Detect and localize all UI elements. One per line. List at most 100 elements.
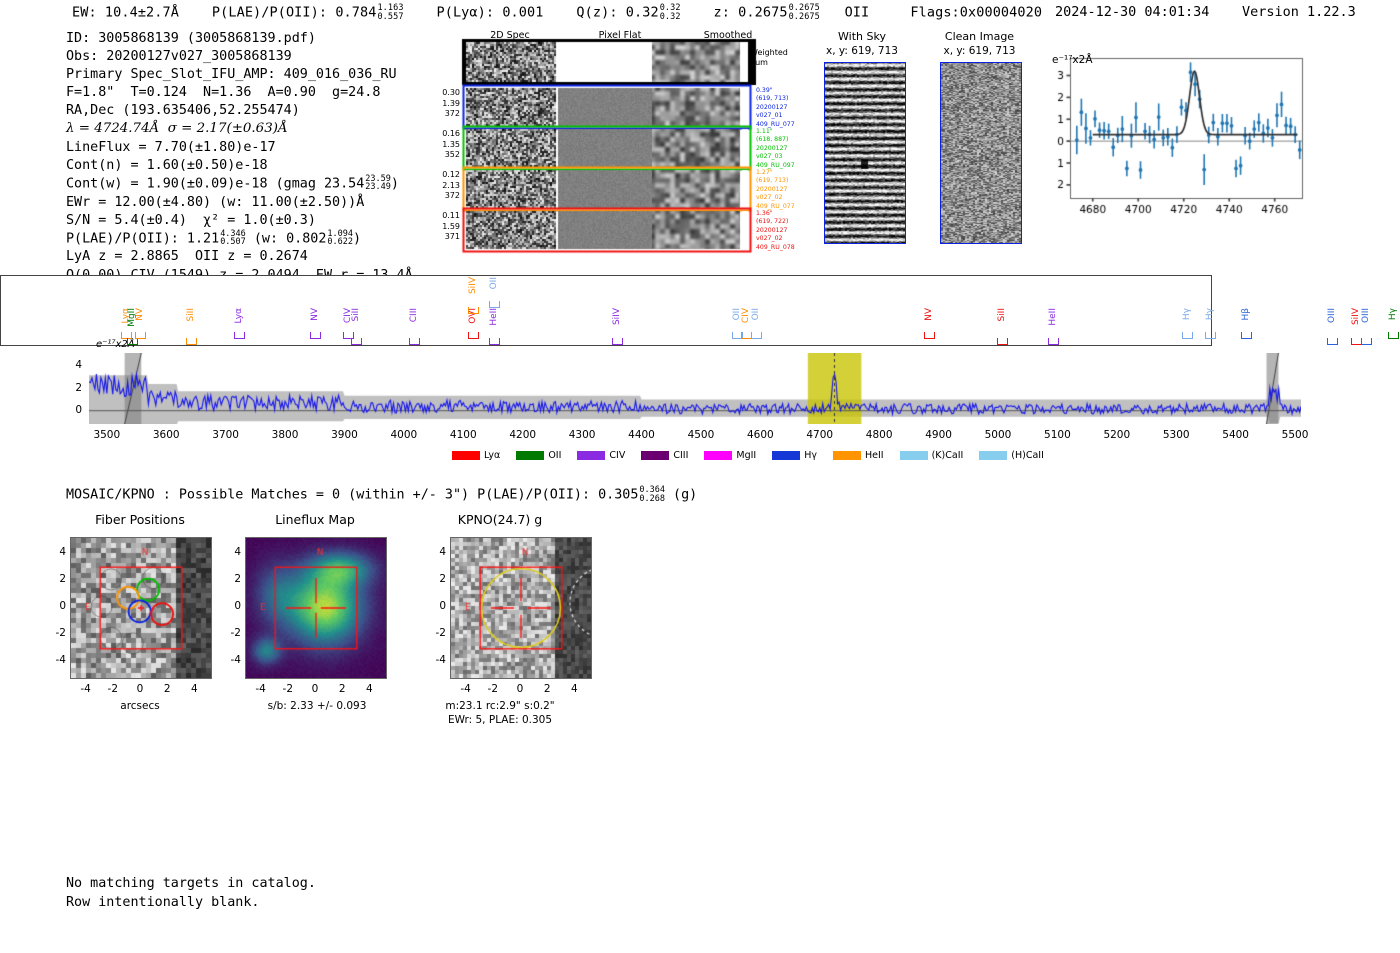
spec2d-row-left-label: 0.16 1.35 352: [442, 129, 460, 159]
info-redshifts: LyA z = 2.8865 OII z = 0.2674: [66, 249, 308, 265]
spectrum-legend: Lyα OII CIV CIII MgII Hγ HeII (K)CaII (H)CaII: [452, 445, 1060, 464]
cutout-ytick: 4: [234, 545, 241, 558]
info-primary-amp: Primary Spec_Slot_IFU_AMP: 409_016_036_R…: [66, 67, 397, 83]
spectrum-line-label: SiIV: [467, 277, 478, 295]
spec2d-row-meta: 1.36" (619, 722) 20200127 v027_02 409_RU_078: [756, 210, 795, 251]
spectrum-line-bracket: [408, 338, 420, 345]
header-z-species: OII: [844, 4, 870, 21]
spectrum-line-bracket: [924, 332, 936, 339]
cutout-ytick: -4: [55, 654, 66, 667]
spectrum-xtick: 5500: [1281, 429, 1309, 441]
spectrum-line-bracket: [310, 332, 322, 339]
spectrum-xtick: 4700: [806, 429, 834, 441]
mosaic-summary-line: MOSAIC/KPNO : Possible Matches = 0 (with…: [66, 485, 698, 504]
cutout-title-fiber-positions: Fiber Positions: [95, 512, 185, 527]
emission-line-canvas: [1040, 50, 1310, 225]
spectrum-xtick: 3500: [93, 429, 121, 441]
spectrum-line-label: HeII: [488, 308, 499, 326]
legend-item: Hγ: [772, 450, 817, 461]
spec2d-row-meta: 1.27" (619, 713) 20200127 v027_02 409_RU_077: [756, 169, 795, 210]
cutout-xtick: -2: [282, 683, 294, 695]
cutout-ytick: -2: [55, 627, 66, 640]
cutout-ytick: 0: [234, 600, 241, 612]
legend-item: Lyα: [452, 450, 500, 461]
info-lambda-sigma: λ = 4724.74Å σ = 2.17(±0.63)Å: [66, 121, 288, 137]
spec2d-row-left-label: 0.30 1.39 372: [442, 88, 460, 118]
header-plya: P(Lyα): 0.001: [436, 4, 544, 21]
spectrum-xtick: 4500: [687, 429, 715, 441]
spectrum-axes-frame: [0, 275, 1212, 346]
legend-swatch: [899, 451, 928, 460]
spectrum-xtick: 4600: [746, 429, 774, 441]
spectrum-line-bracket: [135, 332, 147, 339]
spectrum-line-bracket: [1241, 332, 1253, 339]
spectrum-xtick: 4800: [865, 429, 893, 441]
legend-label: Lyα: [484, 450, 501, 461]
cutout-xtick: 4: [191, 683, 198, 695]
bottom-note: No matching targets in catalog. Row inte…: [66, 876, 316, 910]
legend-item: (K)CaII: [899, 450, 964, 461]
legend-swatch: [704, 451, 733, 460]
spectrum-xtick: 3600: [152, 429, 180, 441]
spectrum-line-bracket: [996, 338, 1008, 345]
spectrum-ytick: 0: [75, 403, 82, 416]
cutout-ytick: 2: [439, 572, 446, 585]
header-qz: Q(z): 0.32: [576, 4, 659, 21]
legend-label: HeII: [865, 450, 884, 461]
cutout-xtick: -2: [107, 683, 119, 695]
legend-label: (H)CaII: [1011, 450, 1044, 461]
info-cont-n: Cont(n) = 1.60(±0.50)e-18: [66, 157, 268, 173]
spec2d-row-left-label: 0.11 1.59 371: [442, 211, 460, 241]
info-seeing: F=1.8" T=0.124 N=1.36 A=0.90 g=24.8: [66, 85, 381, 101]
spectrum-xtick: 5300: [1162, 429, 1190, 441]
spectrum-line-bracket: [1181, 332, 1193, 339]
spectrum-line-label: OIII: [1327, 308, 1338, 324]
clean-image: [940, 62, 1022, 244]
full-spectrum-panel: e⁻¹⁷x2Å Lyα MgII NV SiII Lyα NV CIV SiII CIII OVI…: [0, 275, 1400, 470]
spectrum-xtick: 3900: [331, 429, 358, 441]
spectrum-line-label: NV: [310, 308, 321, 321]
detection-info-block: ID: 3005868139 (3005868139.pdf) Obs: 202…: [66, 30, 413, 285]
cutout-title-with-sky: With Sky: [838, 30, 886, 43]
legend-swatch: [979, 451, 1008, 460]
spectrum-line-bracket: [1388, 332, 1400, 339]
spec2d-row-left-label: 0.12 2.13 372: [442, 170, 460, 200]
spectrum-line-label: OII: [751, 308, 762, 321]
legend-label: MgII: [736, 450, 757, 461]
spectrum-line-bracket: [350, 338, 362, 345]
spectrum-line-bracket: [612, 338, 624, 345]
spectrum-line-label: SiIV: [1350, 308, 1361, 326]
spectrum-line-label: NV: [924, 308, 935, 321]
spectrum-xtick: 4200: [509, 429, 537, 441]
spectrum-line-label: NV: [135, 308, 146, 321]
cutout-ytick: 2: [234, 572, 241, 585]
legend-item: CIII: [641, 450, 688, 461]
cutout-xtick: -4: [80, 683, 91, 695]
cutout-ytick: 2: [59, 572, 66, 585]
legend-label: (K)CaII: [931, 450, 964, 461]
spectrum-line-label: OII: [489, 277, 500, 290]
info-plae-poii: P(LAE)/P(OII): 1.214.346 0.507 (w: 0.8021…: [66, 228, 362, 248]
legend-item: OII: [516, 450, 561, 461]
cutout-xtick: 2: [543, 683, 551, 695]
cutout-sub-with-sky: x, y: 619, 713: [826, 45, 898, 57]
spectrum-xtick: 4300: [568, 429, 596, 441]
header-summary-line: EW: 10.4±2.7Å P(LAE)/P(OII): 0.7841.163 0…: [72, 4, 1042, 21]
cutout-ytick: -4: [230, 654, 241, 667]
top-cutouts-group: With Sky x, y: 619, 713 Clean Image x, y…: [812, 30, 1037, 260]
spectrum-line-label: SiII: [996, 308, 1007, 322]
spectrum-xtick: 4900: [925, 429, 952, 441]
spectrum-line-bracket: [185, 338, 197, 345]
header-z-range: 0.2675 0.2675: [788, 3, 820, 22]
spectrum-yunits: e⁻¹⁷x2Å: [96, 339, 135, 350]
legend-label: OII: [548, 450, 562, 461]
legend-swatch: [577, 451, 606, 460]
cutout-xtick: -4: [460, 683, 471, 695]
cutout-xtick: 0: [516, 683, 524, 695]
header-flags: Flags:0x00004020: [910, 4, 1043, 21]
spectrum-line-label: Lyα: [233, 308, 244, 324]
cutout-xtick: 2: [163, 683, 171, 695]
spectrum-xtick: 3800: [271, 429, 299, 441]
cutout-ytick: 4: [59, 545, 66, 558]
lineflux-map-image: [245, 537, 387, 679]
